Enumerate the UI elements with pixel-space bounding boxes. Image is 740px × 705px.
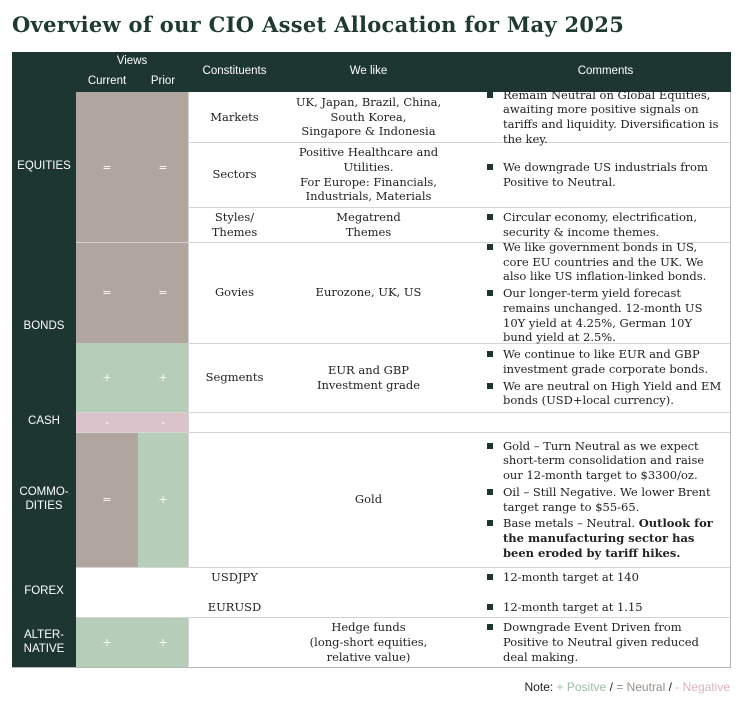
sectors-constituent: Sectors bbox=[212, 167, 257, 182]
cash-label: CASH bbox=[28, 415, 60, 428]
list-item: Remain Neutral on Global Equities, await… bbox=[485, 88, 723, 147]
bonds-label: BONDS bbox=[23, 320, 65, 333]
usdjpy-comment: 12-month target at 140 bbox=[485, 567, 731, 587]
column-divider bbox=[188, 92, 189, 567]
list-item: Gold – Turn Neutral as we expect short-t… bbox=[485, 439, 723, 483]
commodities-prior-view: + bbox=[138, 432, 188, 567]
we-like-header: We like bbox=[349, 65, 388, 78]
table-bottom-border bbox=[12, 667, 731, 668]
sectors-comment: We downgrade US industrials from Positiv… bbox=[485, 142, 731, 207]
markets-we-like: UK, Japan, Brazil, China, South Korea, S… bbox=[295, 94, 442, 139]
header-row bbox=[12, 52, 731, 92]
eurusd-label: EURUSD bbox=[207, 599, 262, 614]
row-divider bbox=[188, 142, 731, 143]
forex-label: FOREX bbox=[24, 585, 64, 598]
note-label: Note: bbox=[524, 680, 557, 694]
govies-constituent: Govies bbox=[215, 285, 254, 300]
list-item: Downgrade Event Driven from Positive to … bbox=[485, 620, 723, 664]
note-negative: - Negative bbox=[675, 680, 730, 694]
table-right-border bbox=[730, 92, 731, 668]
markets-comment: Remain Neutral on Global Equities, await… bbox=[485, 88, 731, 146]
constituents-header: Constituents bbox=[202, 65, 267, 78]
styles-comment: Circular economy, electrification, secur… bbox=[485, 207, 731, 242]
comments-header: Comments bbox=[577, 65, 634, 78]
list-item: We are neutral on High Yield and EM bond… bbox=[485, 379, 723, 408]
legend-note: Note: + Positve / = Neutral / - Negative bbox=[524, 680, 730, 694]
row-divider bbox=[76, 412, 731, 413]
alternative-label: ALTER- NATIVE bbox=[23, 628, 65, 655]
current-header: Current bbox=[87, 75, 127, 88]
segments-current-view: + bbox=[76, 343, 138, 412]
list-item: We like government bonds in US, core EU … bbox=[485, 240, 723, 284]
commodities-current-view: = bbox=[76, 432, 138, 567]
segments-comment: We continue to like EUR and GBP investme… bbox=[485, 343, 731, 412]
styles-constituent: Styles/ Themes bbox=[211, 209, 258, 239]
page-title: Overview of our CIO Asset Allocation for… bbox=[12, 12, 625, 37]
segments-we-like: EUR and GBP Investment grade bbox=[316, 362, 421, 392]
styles-we-like: Megatrend Themes bbox=[336, 209, 401, 239]
list-item: We continue to like EUR and GBP investme… bbox=[485, 347, 723, 376]
alternative-current-view: + bbox=[76, 617, 138, 668]
list-item: Our longer-term yield forecast remains u… bbox=[485, 286, 723, 345]
cash-current-view: - bbox=[76, 412, 138, 432]
commodities-we-like: Gold bbox=[354, 492, 383, 507]
alternative-prior-view: + bbox=[138, 617, 188, 668]
views-header: Views bbox=[116, 55, 148, 68]
row-divider bbox=[188, 343, 731, 344]
govies-we-like: Eurozone, UK, US bbox=[315, 285, 422, 300]
list-item: 12-month target at 1.15 bbox=[485, 600, 723, 615]
segments-constituent: Segments bbox=[205, 370, 264, 385]
cash-prior-view: - bbox=[138, 412, 188, 432]
row-divider bbox=[188, 207, 731, 208]
list-item: 12-month target at 140 bbox=[485, 570, 723, 585]
note-neutral: = Neutral bbox=[616, 680, 666, 694]
row-divider bbox=[76, 432, 731, 433]
row-divider bbox=[76, 617, 731, 618]
govies-prior-view: = bbox=[138, 242, 188, 343]
note-positive: + Positve bbox=[556, 680, 607, 694]
equities-prior-view: = bbox=[138, 92, 188, 242]
sectors-we-like: Positive Healthcare and Utilities. For E… bbox=[298, 145, 439, 204]
alternative-comment: Downgrade Event Driven from Positive to … bbox=[485, 617, 731, 668]
eurusd-comment: 12-month target at 1.15 bbox=[485, 597, 731, 617]
list-item: Circular economy, electrification, secur… bbox=[485, 210, 723, 239]
list-item: Oil – Still Negative. We lower Brent tar… bbox=[485, 485, 723, 514]
asset-class-column bbox=[12, 92, 76, 668]
commodities-label: COMMO- DITIES bbox=[19, 485, 69, 512]
row-divider bbox=[76, 567, 731, 568]
govies-current-view: = bbox=[76, 242, 138, 343]
markets-constituent: Markets bbox=[210, 109, 259, 124]
alternative-we-like: Hedge funds (long-short equities, relati… bbox=[309, 620, 428, 664]
govies-comment: We like government bonds in US, core EU … bbox=[485, 240, 731, 345]
list-item: We downgrade US industrials from Positiv… bbox=[485, 160, 723, 189]
prior-header: Prior bbox=[150, 75, 176, 88]
usdjpy-label: USDJPY bbox=[211, 569, 258, 584]
segments-prior-view: + bbox=[138, 343, 188, 412]
commodities-comment: Gold – Turn Neutral as we expect short-t… bbox=[485, 432, 731, 567]
equities-label: EQUITIES bbox=[17, 160, 71, 173]
list-item: Base metals – Neutral. Outlook for the m… bbox=[485, 516, 723, 560]
row-divider bbox=[76, 242, 731, 243]
column-divider bbox=[188, 617, 189, 668]
equities-current-view: = bbox=[76, 92, 138, 242]
